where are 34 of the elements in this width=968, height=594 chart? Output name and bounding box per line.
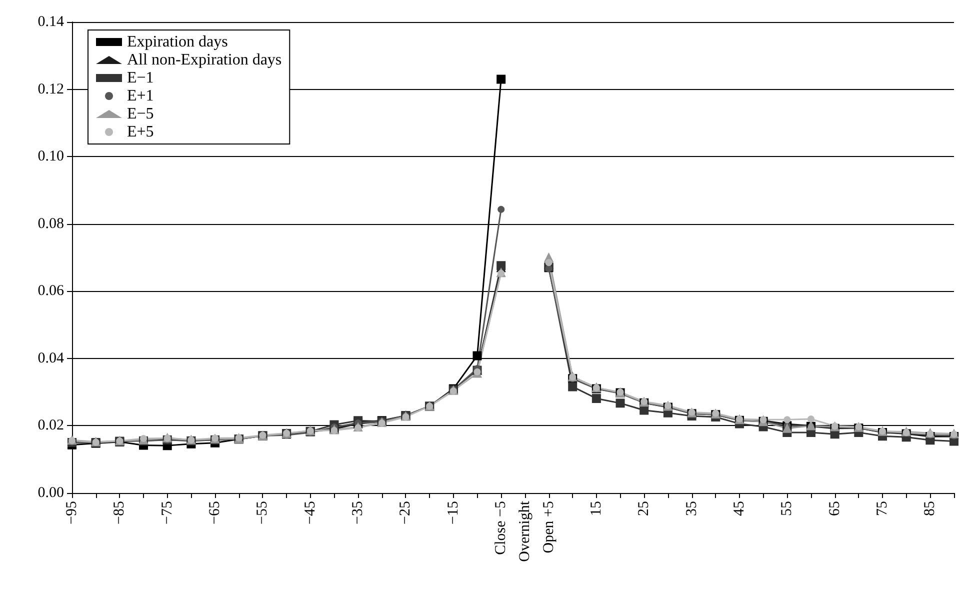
legend-label: Expiration days xyxy=(127,34,228,50)
x-tick-label: −75 xyxy=(159,501,176,524)
x-tick-label: −25 xyxy=(398,501,414,524)
y-tick-label: 0.04 xyxy=(38,350,64,366)
y-tick-label: 0.06 xyxy=(38,283,64,300)
x-tick-label: Close −5 xyxy=(493,501,510,555)
x-tick-label: −55 xyxy=(254,501,271,524)
x-tick-label: −85 xyxy=(112,501,128,524)
legend-label: E−5 xyxy=(127,106,154,122)
x-tick-label: 75 xyxy=(874,501,890,516)
x-tick-label: 35 xyxy=(684,501,700,516)
legend-label: E+1 xyxy=(127,88,154,104)
y-tick-label: 0.00 xyxy=(38,485,64,501)
x-tick-label: 45 xyxy=(731,501,748,516)
y-tick-label: 0.08 xyxy=(38,216,64,232)
y-tick-label: 0.02 xyxy=(38,418,64,434)
legend-label: All non-Expiration days xyxy=(127,52,282,68)
x-tick-label: 25 xyxy=(636,501,652,516)
legend-label: E−1 xyxy=(127,70,154,86)
y-tick-label: 0.12 xyxy=(38,81,64,98)
x-tick-label: 55 xyxy=(779,501,796,516)
x-tick-label: −65 xyxy=(207,501,224,524)
x-tick-label: 85 xyxy=(922,501,938,516)
y-tick-label: 0.10 xyxy=(38,148,64,165)
x-tick-label: Overnight xyxy=(516,500,533,562)
y-tick-label: 0.14 xyxy=(38,14,64,30)
legend-label: E+5 xyxy=(127,124,154,140)
x-tick-label: −45 xyxy=(302,501,318,524)
x-tick-label: −95 xyxy=(64,501,80,524)
x-tick-label: Open +5 xyxy=(540,501,557,554)
x-tick-label: 65 xyxy=(826,501,843,516)
x-tick-label: −35 xyxy=(350,501,366,524)
x-tick-label: 15 xyxy=(588,501,604,516)
x-tick-label: −15 xyxy=(445,501,462,524)
